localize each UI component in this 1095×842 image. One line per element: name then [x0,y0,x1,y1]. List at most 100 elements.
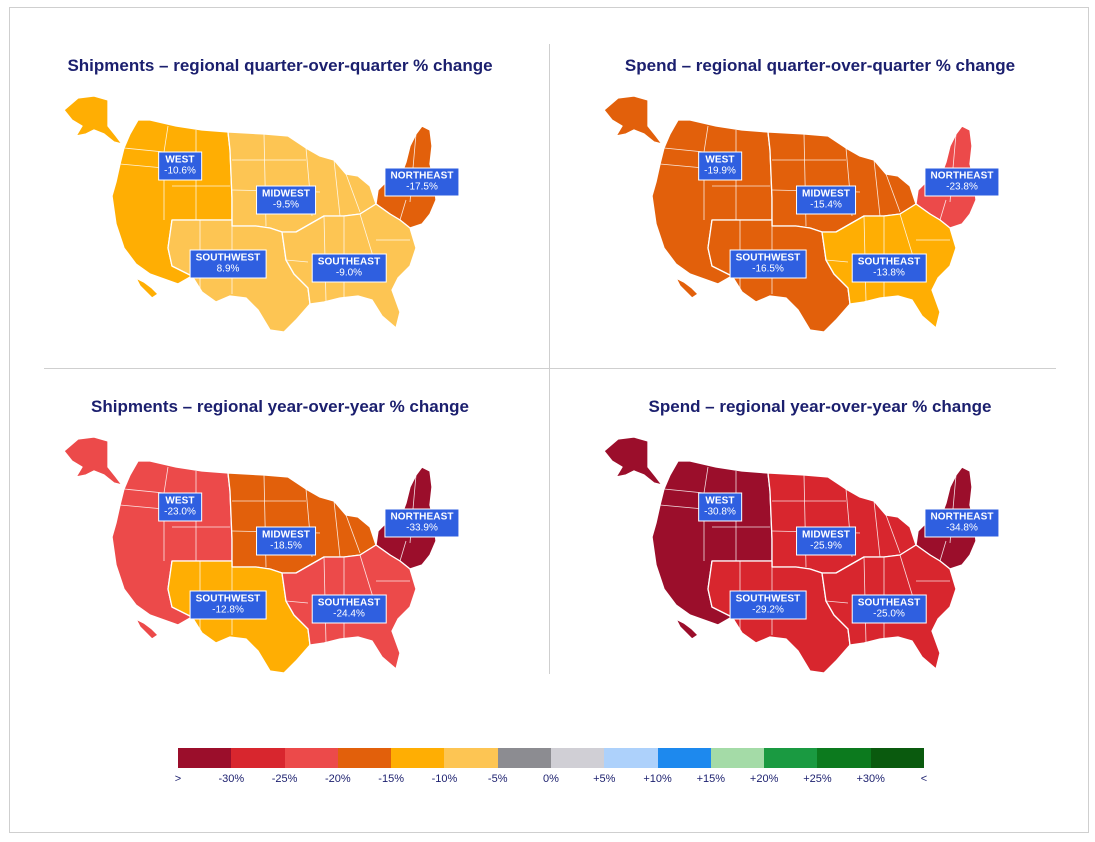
panel-title: Shipments – regional quarter-over-quarte… [67,56,493,75]
region-label-midwest: MIDWEST -15.4% [797,186,855,214]
state-boundary [825,259,849,263]
region-hawaii [675,277,699,299]
region-label-southwest: SOUTHWEST 8.9% [190,250,266,278]
legend-swatch [231,748,285,768]
region-label-name: SOUTHWEST [735,593,801,605]
state-boundary [285,600,309,604]
region-label-southwest: SOUTHWEST -29.2% [730,591,806,619]
legend-swatch [391,748,445,768]
legend-swatch [817,748,871,768]
legend-swatch [710,748,765,768]
state-boundary [939,540,947,562]
legend-tick: +25% [803,773,832,785]
state-boundary [333,159,341,217]
region-label-name: SOUTHEAST [317,597,381,609]
region-label-name: SOUTHEAST [857,256,921,268]
panel-title: Shipments – regional year-over-year % ch… [91,397,469,416]
region-label-name: NORTHEAST [390,511,454,523]
region-alaska [603,436,663,486]
state-boundary [703,125,709,153]
state-boundary [345,173,361,213]
horizontal-divider [44,368,1056,369]
region-label-northeast: NORTHEAST -17.5% [385,168,459,196]
state-boundary [163,466,169,494]
legend-swatch [870,748,924,768]
legend-tick: -30% [218,773,245,785]
region-label-name: WEST [165,154,195,166]
region-label-name: NORTHEAST [390,170,454,182]
state-boundary [703,466,709,494]
region-label-midwest: MIDWEST -18.5% [257,527,315,555]
region-label-southwest: SOUTHWEST -16.5% [730,250,806,278]
region-label-value: -9.5% [272,199,300,211]
region-label-name: SOUTHEAST [317,256,381,268]
legend-swatch [337,748,392,768]
region-alaska [63,436,123,486]
region-label-midwest: MIDWEST -25.9% [797,527,855,555]
region-label-value: -30.8% [704,506,736,518]
region-label-southeast: SOUTHEAST -25.0% [852,595,926,623]
region-alaska [603,95,663,145]
panel-spend-yoy: Spend – regional year-over-year % change… [550,397,1090,717]
state-boundary [163,125,169,153]
region-label-southeast: SOUTHEAST -9.0% [312,254,386,282]
state-boundary [885,514,901,554]
legend-tick: +15% [696,773,726,785]
region-label-value: -9.0% [335,267,363,279]
panel-title: Spend – regional year-over-year % change [648,397,992,416]
region-alaska [63,95,123,145]
region-label-value: -15.4% [810,199,842,211]
region-label-value: -25.0% [873,608,905,620]
region-label-name: SOUTHEAST [857,597,921,609]
region-hawaii [135,277,159,299]
region-label-value: -17.5% [406,181,438,193]
us-region-map [603,95,977,333]
region-label-value: -33.9% [406,522,438,534]
region-label-southwest: SOUTHWEST -12.8% [190,591,266,619]
color-legend [178,748,924,768]
state-boundary [939,199,947,221]
us-region-map [63,95,437,333]
legend-tick: 0% [543,773,559,785]
legend-tick: -25% [271,773,298,785]
legend-swatch [178,748,232,768]
region-label-value: -29.2% [752,604,784,616]
region-label-value: -12.8% [212,604,244,616]
state-boundary [119,163,165,169]
region-label-northeast: NORTHEAST -33.9% [385,509,459,537]
state-boundary [659,163,705,169]
state-boundary [873,500,881,558]
region-label-name: MIDWEST [262,188,310,200]
legend-swatch [444,748,498,768]
legend-tick: -5% [487,773,508,785]
region-label-name: NORTHEAST [930,511,994,523]
region-label-value: -16.5% [752,263,784,275]
region-label-value: -23.8% [946,181,978,193]
region-label-value: -25.9% [810,540,842,552]
region-label-midwest: MIDWEST -9.5% [257,186,315,214]
region-hawaii [135,618,159,640]
legend-tick: +5% [593,773,616,785]
region-label-value: -19.9% [704,165,736,177]
region-hawaii [675,618,699,640]
region-label-west: WEST -19.9% [699,152,741,180]
panel-spend-qoq: Spend – regional quarter-over-quarter % … [550,56,1090,376]
legend-tick: -20% [325,773,351,785]
legend-tick: -15% [378,773,404,785]
region-label-value: -24.4% [333,608,365,620]
state-boundary [345,514,361,554]
state-boundary [399,199,407,221]
region-label-west: WEST -10.6% [159,152,201,180]
region-label-value: -34.8% [946,522,978,534]
region-label-name: SOUTHWEST [195,593,261,605]
state-boundary [119,504,165,510]
state-boundary [333,500,341,558]
region-label-value: 8.9% [216,263,240,275]
region-label-name: WEST [705,154,735,166]
region-label-name: SOUTHWEST [195,252,261,264]
region-label-name: SOUTHWEST [735,252,801,264]
region-label-name: WEST [165,495,195,507]
panel-shipments-yoy: Shipments – regional year-over-year % ch… [10,397,550,717]
legend-tick: > [174,773,182,785]
legend-swatch [764,748,818,768]
